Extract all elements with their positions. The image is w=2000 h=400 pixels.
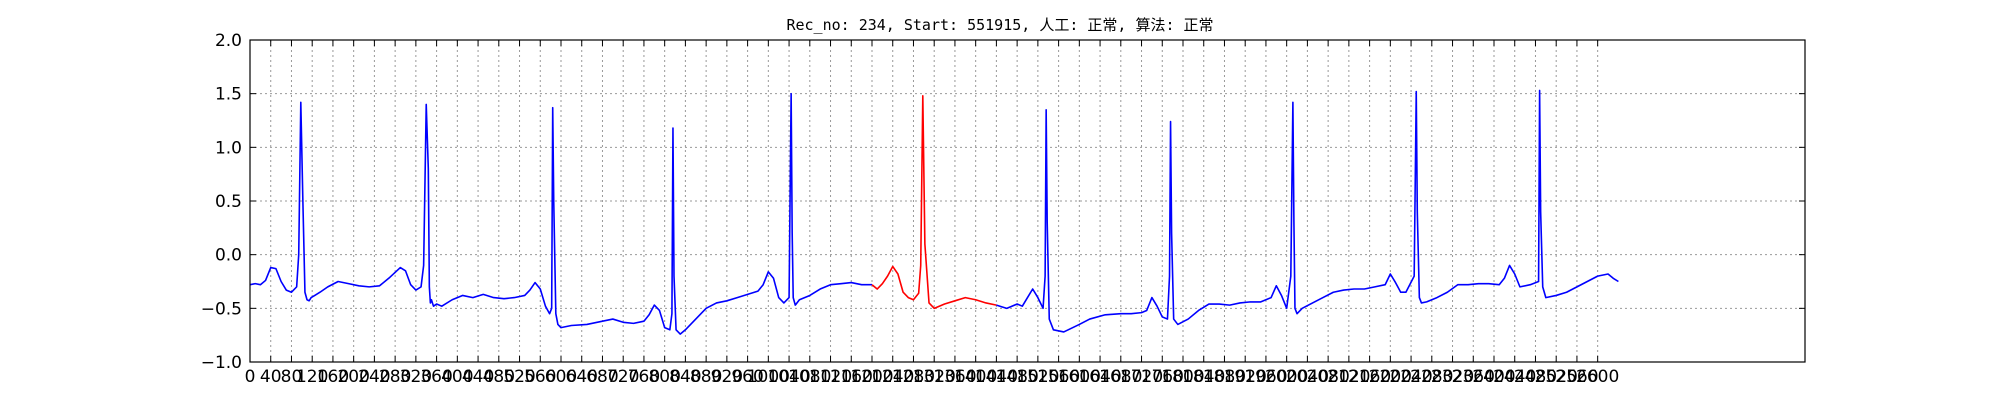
x-tick-label: 2080 xyxy=(1307,367,1350,387)
x-tick-label: 680 xyxy=(586,367,618,387)
y-tick-label: 1.5 xyxy=(215,85,242,105)
x-tick-label: 1480 xyxy=(996,367,1039,387)
x-tick-label: 2360 xyxy=(1452,367,1495,387)
x-tick-label: 640 xyxy=(566,367,598,387)
grid xyxy=(250,40,1805,362)
y-tick-label: −0.5 xyxy=(201,299,242,319)
x-tick-label: 200 xyxy=(337,367,369,387)
x-tick-label: 480 xyxy=(483,367,515,387)
y-axis: −1.0 −0.5 0.0 0.5 1.0 1.5 2.0 xyxy=(201,31,1805,373)
x-tick-label: 960 xyxy=(731,367,763,387)
y-tick-label: 0.0 xyxy=(215,246,242,266)
series-line-2 xyxy=(871,95,997,310)
x-tick-label: 1200 xyxy=(850,367,893,387)
x-tick-label: 1160 xyxy=(830,367,873,387)
x-tick-label: 1800 xyxy=(1161,367,1204,387)
x-tick-label: 920 xyxy=(711,367,743,387)
chart-title: Rec_no: 234, Start: 551915, 人工: 正常, 算法: … xyxy=(786,16,1213,34)
x-tick-label: 2160 xyxy=(1348,367,1391,387)
x-tick-label: 360 xyxy=(420,367,452,387)
x-tick-label: 440 xyxy=(462,367,494,387)
x-tick-label: 1280 xyxy=(892,367,935,387)
x-tick-label: 0 xyxy=(245,367,256,387)
x-tick-label: 2480 xyxy=(1514,367,1557,387)
x-tick-label: 1840 xyxy=(1182,367,1225,387)
x-tick-label: 240 xyxy=(358,367,390,387)
x-tick-label: 720 xyxy=(607,367,639,387)
x-tick-label: 1320 xyxy=(913,367,956,387)
x-tick-label: 160 xyxy=(317,367,349,387)
x-tick-label: 1120 xyxy=(809,367,852,387)
x-tick-label: 320 xyxy=(400,367,432,387)
x-tick-label: 1560 xyxy=(1037,367,1080,387)
x-tick-label: 2320 xyxy=(1431,367,1474,387)
y-tick-label: 2.0 xyxy=(215,31,242,51)
x-tick-label: 1600 xyxy=(1058,367,1101,387)
x-tick-label: 1760 xyxy=(1141,367,1184,387)
x-tick-label: 2560 xyxy=(1555,367,1598,387)
x-tick-label: 1440 xyxy=(975,367,1018,387)
x-tick-label: 1720 xyxy=(1120,367,1163,387)
x-tick-label: 40 xyxy=(260,367,282,387)
x-tick-label: 2240 xyxy=(1389,367,1432,387)
x-tick-label: 2000 xyxy=(1265,367,1308,387)
x-tick-label: 2440 xyxy=(1493,367,1536,387)
y-tick-label: −1.0 xyxy=(201,353,242,373)
x-tick-label: 120 xyxy=(296,367,328,387)
x-tick-label: 280 xyxy=(379,367,411,387)
series-line-1 xyxy=(249,92,872,335)
x-tick-label: 1520 xyxy=(1016,367,1059,387)
x-tick-label: 1960 xyxy=(1244,367,1287,387)
x-tick-label: 1880 xyxy=(1203,367,1246,387)
x-tick-label: 400 xyxy=(441,367,473,387)
x-tick-label: 1680 xyxy=(1099,367,1142,387)
x-tick-label: 1040 xyxy=(767,367,810,387)
x-tick-label: 2280 xyxy=(1410,367,1453,387)
series-layer xyxy=(249,89,1619,335)
x-tick-label: 520 xyxy=(503,367,535,387)
x-tick-label: 2200 xyxy=(1369,367,1412,387)
x-tick-label: 1000 xyxy=(747,367,790,387)
x-tick-label: 1080 xyxy=(788,367,831,387)
x-axis: 0 40 8012016020024028032036040044048052056… xyxy=(245,40,1619,387)
x-tick-label: 880 xyxy=(690,367,722,387)
series-line-3 xyxy=(996,89,1619,333)
x-tick-label: 560 xyxy=(524,367,556,387)
x-tick-label: 1920 xyxy=(1224,367,1267,387)
x-tick-label: 600 xyxy=(545,367,577,387)
x-tick-label: 800 xyxy=(648,367,680,387)
x-tick-label: 2120 xyxy=(1327,367,1370,387)
x-tick-label: 760 xyxy=(628,367,660,387)
x-tick-label: 840 xyxy=(669,367,701,387)
x-tick-label: 1640 xyxy=(1078,367,1121,387)
x-tick-label: 1360 xyxy=(933,367,976,387)
x-tick-label: 2600 xyxy=(1576,367,1619,387)
x-tick-label: 2520 xyxy=(1535,367,1578,387)
x-tick-label: 2400 xyxy=(1472,367,1515,387)
x-tick-label: 2040 xyxy=(1286,367,1329,387)
y-tick-label: 0.5 xyxy=(215,192,242,212)
x-tick-label: 1400 xyxy=(954,367,997,387)
y-tick-label: 1.0 xyxy=(215,138,242,158)
x-tick-label: 80 xyxy=(281,367,303,387)
x-tick-label: 1240 xyxy=(871,367,914,387)
